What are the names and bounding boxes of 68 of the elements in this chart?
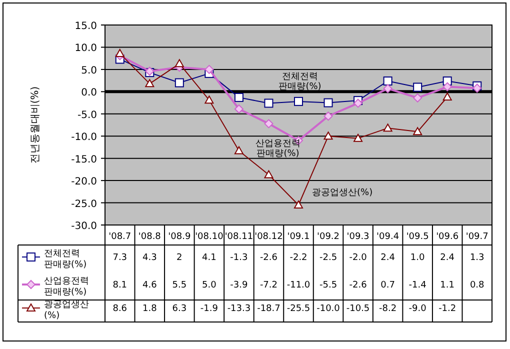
x-tick-label: '08.8	[138, 232, 162, 242]
y-tick-label: 5.0	[81, 65, 97, 76]
data-label: -2.6	[260, 253, 278, 263]
x-tick-label: '08.10	[195, 232, 224, 242]
y-axis-title: 전년동월대비(%)	[30, 86, 41, 164]
data-label: -3.9	[230, 280, 248, 290]
data-label: -9.0	[408, 304, 427, 314]
y-tick-label: -25.0	[71, 198, 97, 210]
data-label: 0.8	[470, 280, 485, 290]
data-label: 4.6	[142, 280, 158, 290]
data-label: -2.2	[290, 253, 308, 263]
data-label: 1.8	[142, 304, 158, 314]
data-label: -2.0	[349, 253, 368, 263]
y-tick-label: -20.0	[71, 176, 97, 188]
data-label: -2.5	[319, 253, 338, 263]
data-label: -13.3	[227, 304, 251, 314]
data-label: -1.9	[200, 304, 218, 314]
data-label: 8.6	[112, 304, 128, 314]
y-tick-label: -10.0	[71, 132, 97, 144]
data-label: -10.5	[346, 304, 370, 314]
annotation: 산업용전력 판매량(%)	[256, 139, 300, 159]
legend-label: 산업용전력 판매량(%)	[44, 276, 89, 298]
data-label: 5.0	[202, 280, 217, 290]
data-label: -11.0	[286, 280, 310, 290]
x-tick-label: '09.3	[346, 232, 370, 242]
data-label: 2.4	[380, 253, 396, 263]
data-label: 5.5	[172, 280, 187, 290]
x-tick-label: '09.1	[287, 232, 310, 242]
y-tick-label: -5.0	[77, 110, 97, 121]
data-label: 4.1	[202, 253, 216, 263]
data-label: 6.3	[172, 304, 187, 314]
data-label: -25.5	[286, 304, 310, 314]
y-tick-label: 10.0	[74, 43, 97, 54]
annotation: 광공업생산(%)	[312, 188, 373, 198]
annotation: 전체전력 판매량(%)	[278, 72, 322, 92]
data-label: -1.4	[408, 280, 427, 290]
data-label: 1.0	[410, 253, 425, 263]
data-label: 2	[176, 253, 182, 263]
x-tick-label: '09.5	[406, 232, 429, 242]
y-tick-label: 0.0	[81, 88, 97, 99]
x-tick-label: '09.6	[436, 232, 459, 242]
x-tick-label: '08.7	[108, 232, 132, 242]
data-label: 1.3	[470, 253, 484, 263]
x-tick-label: '08.12	[254, 232, 283, 242]
data-label: -1.3	[230, 253, 248, 263]
data-label: 2.4	[440, 253, 455, 263]
y-tick-label: 15.0	[74, 21, 97, 32]
x-tick-label: '09.7	[466, 232, 488, 242]
data-label: 4.3	[142, 253, 157, 263]
data-label: 0.7	[380, 280, 395, 290]
x-tick-label: '08.11	[224, 232, 254, 242]
x-tick-label: '08.9	[168, 232, 191, 242]
data-label: -8.2	[379, 304, 397, 314]
data-label: -18.7	[257, 304, 280, 314]
legend-label: 전체전력 판매량(%)	[44, 249, 87, 270]
data-label: 1.1	[440, 280, 455, 290]
x-tick-label: '09.2	[317, 232, 340, 242]
y-tick-label: -15.0	[71, 154, 97, 166]
x-tick-label: '09.4	[376, 232, 400, 242]
legend-label: 광공업생산(%)	[44, 300, 89, 321]
data-label: -5.5	[319, 280, 338, 290]
data-label: -2.6	[349, 280, 368, 290]
data-label: -1.2	[438, 304, 456, 314]
data-label: 7.3	[112, 253, 128, 263]
data-label: -10.0	[316, 304, 340, 314]
y-tick-label: -30.0	[71, 221, 97, 232]
data-label: -7.2	[260, 280, 278, 290]
data-label: 8.1	[112, 280, 128, 290]
